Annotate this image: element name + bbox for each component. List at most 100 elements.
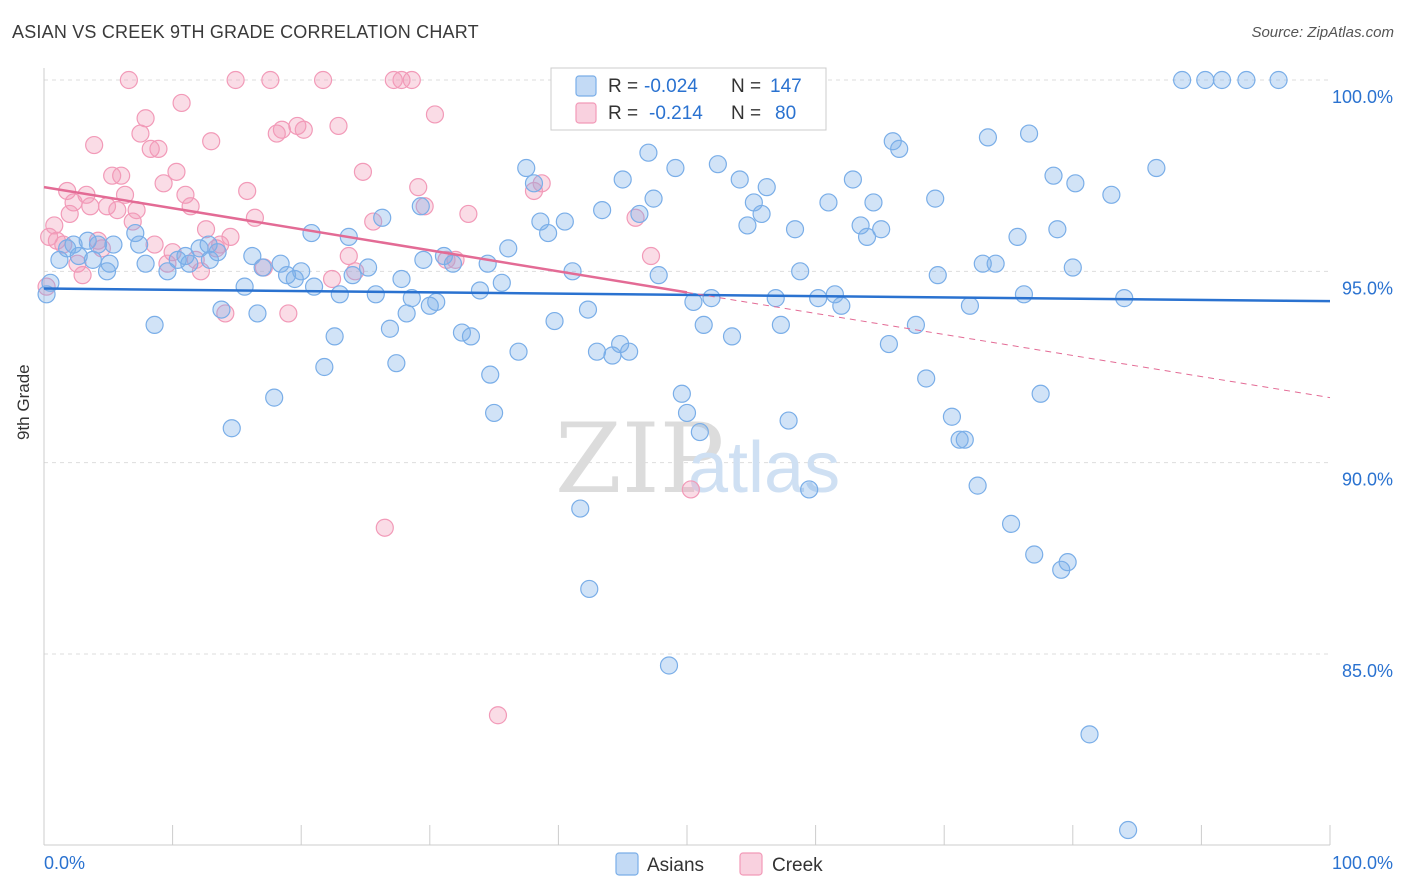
creek-point: [375, 518, 394, 537]
asian-point: [315, 357, 334, 377]
axes: [43, 68, 1331, 846]
asian-point: [41, 273, 60, 292]
legend-creek-n-value: 80: [775, 103, 796, 124]
creek-point: [641, 246, 661, 266]
grid-lines: [44, 79, 1330, 655]
asian-point: [126, 223, 145, 243]
asian-point: [708, 155, 727, 174]
asian-point: [387, 354, 406, 373]
asian-point: [580, 579, 599, 599]
creek-point: [425, 105, 445, 124]
x-tick-labels: 0.0% 100.0%: [44, 853, 1393, 873]
asian-point: [851, 216, 870, 235]
asian-point: [906, 315, 926, 335]
asian-point: [402, 289, 421, 308]
asian-point: [771, 315, 790, 335]
asian-point: [555, 212, 574, 231]
legend-asians-n-value: 147: [770, 76, 802, 97]
asian-point: [325, 327, 344, 346]
asian-point: [857, 227, 877, 246]
creek-point: [112, 166, 131, 185]
y-tick-label: 95.0%: [1342, 278, 1393, 298]
creek-point: [158, 254, 177, 273]
creek-point: [141, 139, 160, 158]
asian-point: [235, 277, 254, 296]
bottom-legend: Asians Creek: [615, 852, 823, 876]
source-label: Source: ZipAtlas.com: [1251, 24, 1394, 41]
asian-point: [130, 235, 149, 254]
creek-point: [136, 109, 155, 128]
asian-point: [392, 269, 411, 289]
asian-point: [212, 300, 231, 319]
asian-point: [571, 499, 590, 518]
bottom-legend-asians-label: Asians: [647, 855, 704, 876]
asian-point: [1196, 70, 1215, 90]
asian-point: [145, 315, 164, 335]
asian-point: [986, 254, 1005, 273]
asian-point: [890, 139, 909, 158]
creek-point: [145, 235, 164, 254]
asian-point: [639, 143, 658, 162]
creek-point: [196, 220, 216, 239]
asian-point: [757, 178, 776, 197]
creek-point: [108, 201, 127, 220]
asian-point: [1048, 220, 1067, 239]
asian-point: [343, 266, 362, 285]
creek-point: [459, 204, 478, 224]
creek-point: [313, 70, 333, 90]
creek-point: [73, 266, 92, 285]
asian-point: [677, 403, 697, 423]
asian-point: [88, 235, 108, 254]
asian-point: [1063, 258, 1082, 277]
asian-point: [1066, 174, 1085, 193]
bottom-legend-creek-label: Creek: [772, 855, 823, 876]
asian-point: [366, 285, 385, 304]
asian-point: [443, 254, 463, 273]
asian-point: [243, 246, 262, 266]
asian-point: [470, 281, 490, 300]
legend-creek-n-label: N =: [731, 103, 761, 124]
creek-point: [123, 212, 142, 231]
asian-point: [791, 262, 810, 281]
creek-point: [524, 181, 544, 201]
asian-point: [644, 189, 663, 208]
asian-point: [158, 262, 177, 281]
asian-point: [136, 254, 155, 273]
asian-point: [1031, 384, 1050, 403]
asian-point: [1080, 725, 1099, 744]
asian-point: [492, 273, 511, 292]
x-tick-label: 0.0%: [44, 853, 85, 873]
asian-point: [517, 158, 536, 178]
asian-point: [690, 422, 709, 442]
creek-point: [202, 132, 221, 151]
asian-point: [879, 334, 899, 354]
asian-point: [702, 289, 721, 308]
creek-point: [409, 178, 428, 197]
legend-creek-r-value: -0.214: [649, 103, 703, 124]
creek-point: [322, 269, 342, 289]
asian-point: [481, 365, 500, 384]
x-tick-label: 100.0%: [1332, 853, 1393, 873]
asian-point: [545, 311, 564, 331]
asian-point: [1008, 227, 1027, 246]
asian-point: [461, 327, 481, 346]
creek-point: [392, 70, 411, 90]
creek-point: [279, 304, 298, 323]
legend-asians-n-label: N =: [731, 76, 761, 97]
creek-point: [272, 120, 292, 139]
asian-point: [304, 277, 324, 296]
asian-point: [766, 289, 785, 308]
asian-point: [253, 258, 272, 277]
asian-point: [373, 208, 392, 227]
y-tick-label: 90.0%: [1342, 470, 1393, 490]
asian-point: [649, 266, 668, 285]
creek-point: [149, 139, 168, 158]
asian-point: [330, 285, 349, 304]
asian-point: [926, 189, 945, 208]
asian-point: [1014, 285, 1034, 304]
trend-lines: [43, 185, 1331, 399]
asian-point: [265, 388, 284, 407]
asian-point: [917, 369, 936, 388]
creek-point: [154, 174, 173, 193]
creek-point: [238, 181, 257, 201]
